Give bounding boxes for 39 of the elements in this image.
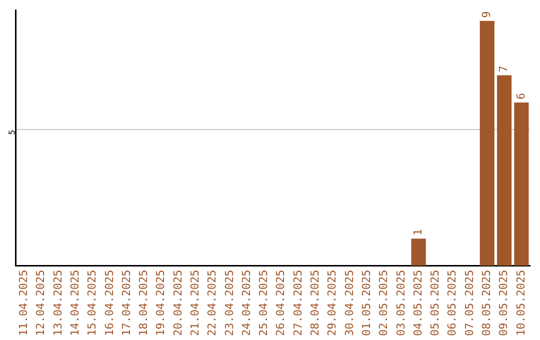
- x-tick-label: 15.04.2025: [86, 270, 99, 336]
- data-label: 9: [480, 11, 493, 18]
- x-tick-label: 03.05.2025: [394, 270, 408, 336]
- x-tick-label: 04.05.2025: [411, 270, 424, 336]
- x-tick-label: 09.05.2025: [497, 270, 510, 336]
- x-tick-label: 07.05.2025: [462, 270, 476, 336]
- x-tick-label: 16.04.2025: [102, 270, 116, 336]
- x-tick-label: 25.04.2025: [257, 270, 270, 336]
- x-tick-label: 30.04.2025: [342, 270, 356, 336]
- x-tick-label: 18.04.2025: [137, 270, 150, 336]
- y-tick-label: 5: [8, 130, 17, 135]
- x-tick-label: 10.05.2025: [514, 270, 528, 336]
- x-tick-label: 05.05.2025: [428, 270, 442, 336]
- bar: [496, 75, 512, 266]
- bar: [514, 102, 529, 266]
- data-label: 7: [497, 66, 510, 72]
- x-tick-label: 19.04.2025: [154, 270, 168, 336]
- x-tick-label: 17.04.2025: [120, 270, 133, 336]
- x-tick-label: 14.04.2025: [68, 270, 82, 336]
- bar: [480, 20, 494, 266]
- x-tick-label: 13.04.2025: [51, 270, 64, 336]
- x-tick-label: 29.04.2025: [326, 270, 339, 336]
- bar: [411, 238, 426, 266]
- x-tick-label: 11.04.2025: [17, 270, 30, 336]
- data-label: 6: [514, 92, 528, 100]
- x-tick-label: 08.05.2025: [480, 270, 493, 336]
- x-tick-label: 23.04.2025: [222, 270, 236, 336]
- x-tick-label: 22.04.2025: [206, 270, 219, 336]
- x-tick-label: 21.04.2025: [188, 270, 202, 336]
- x-tick-label: 27.04.2025: [291, 270, 304, 336]
- x-tick-label: 28.04.2025: [308, 270, 322, 336]
- x-tick-label: 24.04.2025: [240, 270, 253, 336]
- x-tick-label: 20.04.2025: [171, 270, 184, 336]
- x-tick-label: 12.04.2025: [34, 270, 48, 336]
- x-tick-label: 02.05.2025: [377, 270, 390, 336]
- x-tick-label: 26.04.2025: [274, 270, 288, 336]
- data-label: 1: [411, 228, 424, 236]
- x-tick-label: 06.05.2025: [446, 270, 459, 336]
- x-tick-label: 01.05.2025: [360, 270, 373, 336]
